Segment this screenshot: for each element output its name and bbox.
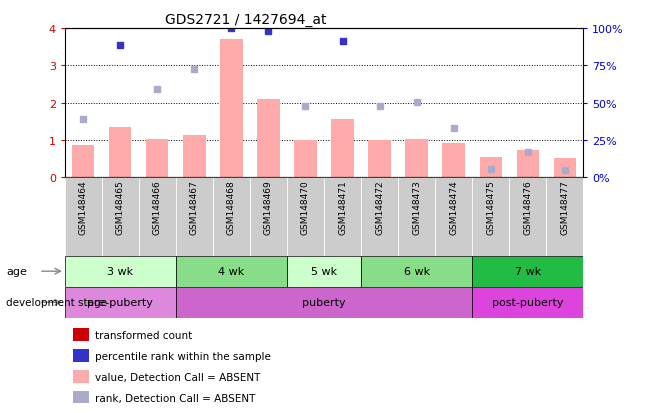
Text: GSM148472: GSM148472 — [375, 180, 384, 235]
Text: 5 wk: 5 wk — [311, 266, 337, 277]
Bar — [176, 287, 472, 318]
Bar — [102, 178, 139, 256]
Bar — [516, 151, 538, 178]
Text: 7 wk: 7 wk — [515, 266, 541, 277]
Bar — [443, 144, 465, 178]
Text: 6 wk: 6 wk — [404, 266, 430, 277]
Bar — [472, 287, 583, 318]
Text: transformed count: transformed count — [95, 330, 192, 340]
Bar — [176, 178, 213, 256]
Text: GSM148465: GSM148465 — [116, 180, 125, 235]
Text: pre-puberty: pre-puberty — [87, 297, 154, 308]
Bar — [65, 287, 176, 318]
Bar — [183, 136, 205, 178]
Text: GSM148471: GSM148471 — [338, 180, 347, 235]
Text: GSM148469: GSM148469 — [264, 180, 273, 235]
Bar — [369, 140, 391, 178]
Bar — [509, 178, 546, 256]
Bar — [139, 178, 176, 256]
Text: 4 wk: 4 wk — [218, 266, 244, 277]
Text: value, Detection Call = ABSENT: value, Detection Call = ABSENT — [95, 372, 260, 382]
Text: GSM148464: GSM148464 — [79, 180, 88, 235]
Bar — [250, 178, 287, 256]
Text: GSM148475: GSM148475 — [486, 180, 495, 235]
Bar — [146, 140, 168, 178]
Bar — [72, 146, 95, 178]
Text: rank, Detection Call = ABSENT: rank, Detection Call = ABSENT — [95, 393, 256, 403]
Bar — [406, 140, 428, 178]
Text: development stage: development stage — [6, 297, 108, 308]
Text: percentile rank within the sample: percentile rank within the sample — [95, 351, 272, 361]
Text: 3 wk: 3 wk — [108, 266, 133, 277]
Text: GSM148466: GSM148466 — [153, 180, 162, 235]
Text: GSM148476: GSM148476 — [523, 180, 532, 235]
Text: GSM148468: GSM148468 — [227, 180, 236, 235]
Bar — [73, 328, 89, 341]
Bar — [287, 256, 361, 287]
Title: GDS2721 / 1427694_at: GDS2721 / 1427694_at — [165, 12, 327, 26]
Text: age: age — [6, 266, 27, 277]
Bar — [398, 178, 435, 256]
Bar — [435, 178, 472, 256]
Bar — [213, 178, 250, 256]
Bar — [361, 256, 472, 287]
Bar — [73, 391, 89, 404]
Text: GSM148474: GSM148474 — [449, 180, 458, 235]
Text: puberty: puberty — [302, 297, 346, 308]
Bar — [257, 100, 279, 178]
Bar — [361, 178, 398, 256]
Bar — [287, 178, 324, 256]
Text: GSM148473: GSM148473 — [412, 180, 421, 235]
Text: post-puberty: post-puberty — [492, 297, 563, 308]
Bar — [472, 256, 583, 287]
Text: GSM148477: GSM148477 — [560, 180, 569, 235]
Bar — [73, 370, 89, 382]
Bar — [546, 178, 583, 256]
Bar — [110, 127, 132, 178]
Text: GSM148470: GSM148470 — [301, 180, 310, 235]
Bar — [65, 256, 176, 287]
Text: GSM148467: GSM148467 — [190, 180, 199, 235]
Bar — [220, 40, 242, 178]
Bar — [176, 256, 287, 287]
Bar — [553, 158, 576, 178]
Bar — [331, 120, 354, 178]
Bar — [294, 140, 317, 178]
Bar — [324, 178, 361, 256]
Bar — [73, 349, 89, 362]
Bar — [65, 178, 102, 256]
Bar — [480, 157, 502, 178]
Bar — [472, 178, 509, 256]
